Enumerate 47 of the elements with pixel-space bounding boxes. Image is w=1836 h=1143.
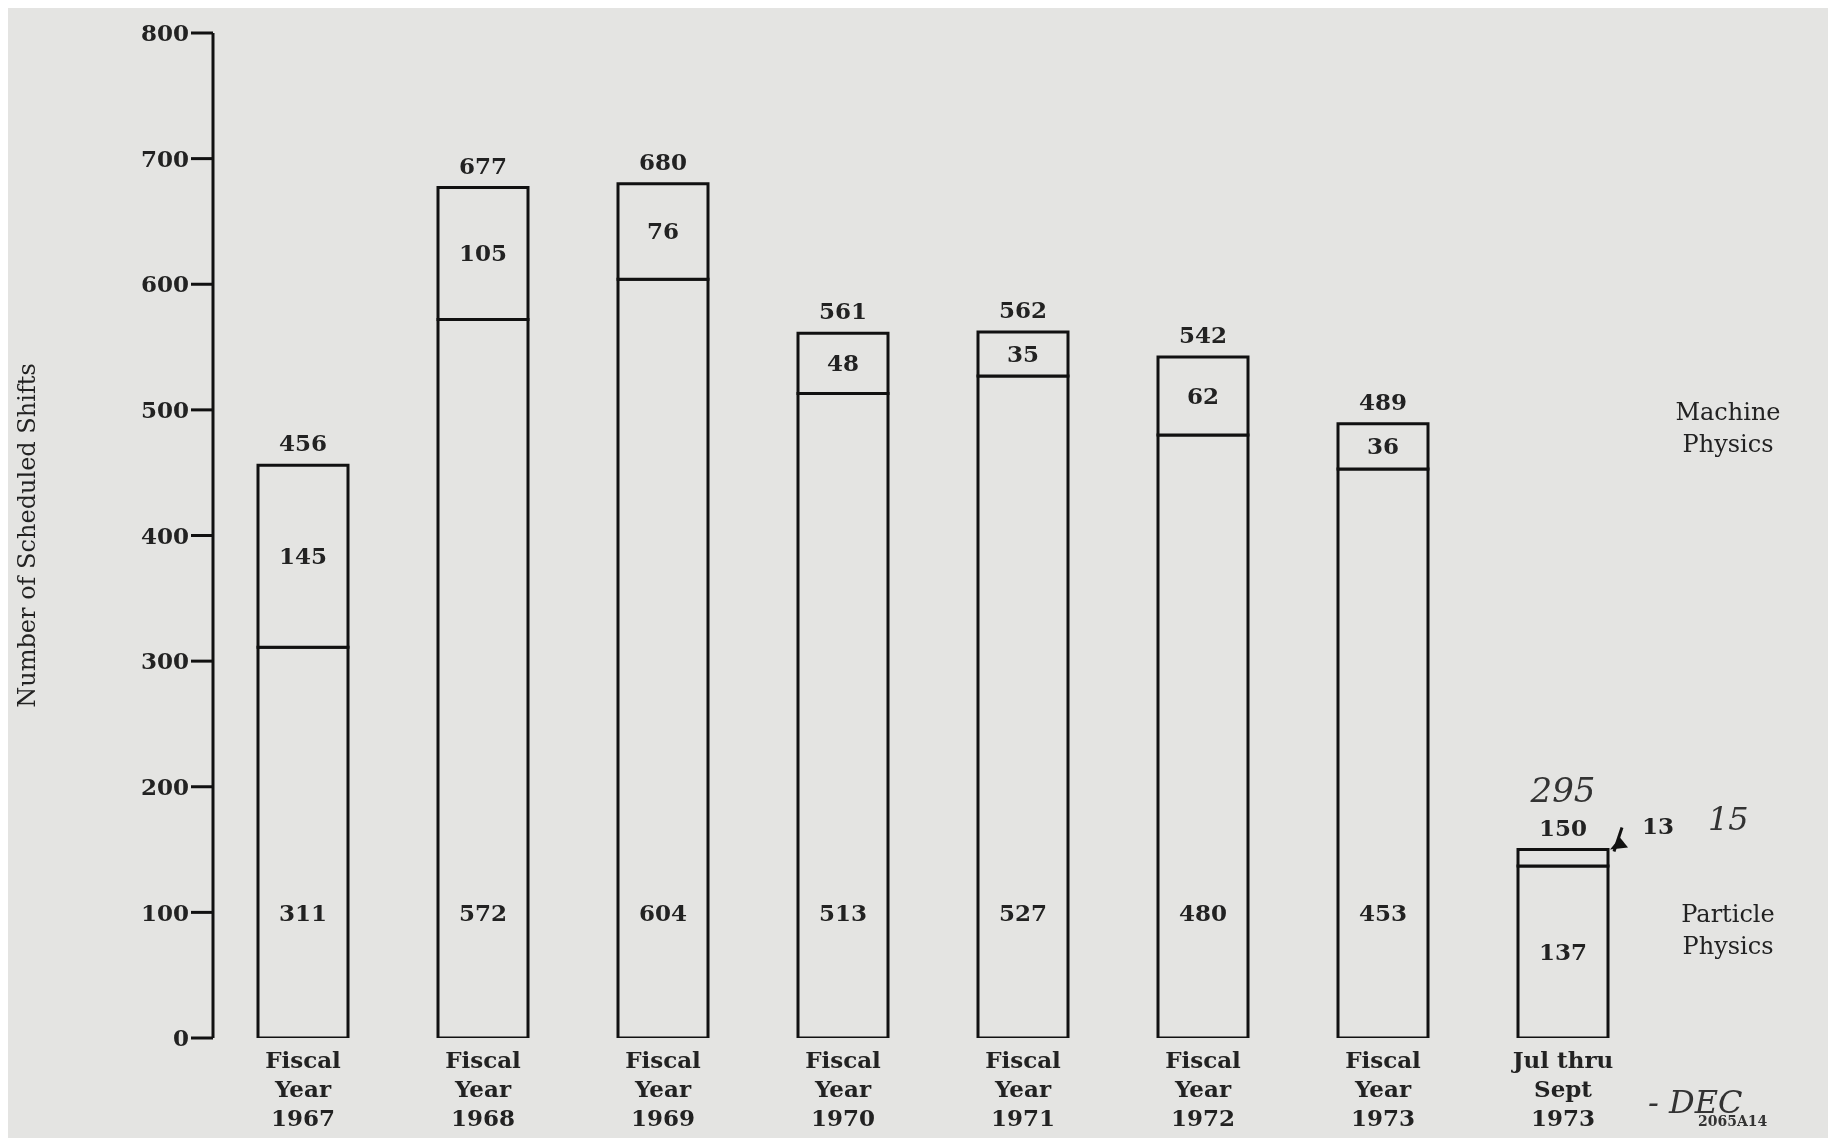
text: 2065A14	[1698, 1113, 1768, 1129]
data-label: 137	[1538, 937, 1588, 965]
total-label: 542	[1178, 321, 1228, 349]
y-tick-label: 400	[140, 521, 189, 549]
total-label: 489	[1358, 387, 1408, 415]
data-label: 13	[1642, 811, 1675, 839]
data-label: 145	[278, 542, 328, 570]
data-label: 572	[458, 899, 508, 926]
y-tick-label: 0	[172, 1024, 189, 1052]
y-axis-title: Number of Scheduled Shifts	[12, 363, 41, 708]
total-label: 677	[458, 151, 508, 179]
data-label: 513	[818, 899, 868, 926]
total-label: 150	[1538, 813, 1588, 841]
annotation: 295	[1529, 769, 1596, 810]
y-tick-label: 600	[140, 270, 189, 298]
data-label: 311	[278, 899, 328, 926]
data-label: 453	[1358, 899, 1408, 926]
data-label: 76	[646, 217, 680, 245]
x-tick-label: Fiscal Year 1972	[1165, 1046, 1242, 1131]
data-label: 48	[826, 349, 860, 377]
x-tick-label: Fiscal Year 1967	[265, 1046, 342, 1131]
total-label: 680	[638, 147, 688, 175]
x-tick-label: Fiscal Year 1973	[1345, 1046, 1422, 1131]
y-tick-label: 800	[140, 19, 189, 47]
data-label: 105	[458, 239, 508, 267]
x-tick-label: Fiscal Year 1971	[985, 1046, 1062, 1131]
y-tick-label: 300	[140, 647, 189, 675]
data-label: 604	[638, 899, 688, 926]
y-tick-label: 700	[140, 144, 189, 172]
data-label: 527	[998, 899, 1048, 926]
data-label: 62	[1186, 382, 1220, 410]
text: Machine Physics	[1675, 397, 1781, 458]
y-tick-label: 200	[140, 772, 189, 800]
x-tick-label: Fiscal Year 1969	[625, 1046, 702, 1131]
y-tick-label: 500	[140, 396, 189, 424]
total-label: 456	[278, 429, 328, 457]
text: 15	[1708, 800, 1749, 838]
x-tick-label: Fiscal Year 1970	[805, 1046, 882, 1131]
data-label: 480	[1178, 899, 1228, 926]
text: Particle Physics	[1681, 899, 1775, 960]
x-tick-label: Fiscal Year 1968	[445, 1046, 522, 1131]
total-label: 561	[818, 297, 868, 325]
y-tick-label: 100	[140, 898, 189, 926]
total-label: 562	[998, 295, 1048, 323]
data-label: 36	[1366, 432, 1400, 460]
x-tick-label: Jul thru Sept 1973	[1510, 1046, 1614, 1131]
data-label: 35	[1006, 339, 1040, 367]
